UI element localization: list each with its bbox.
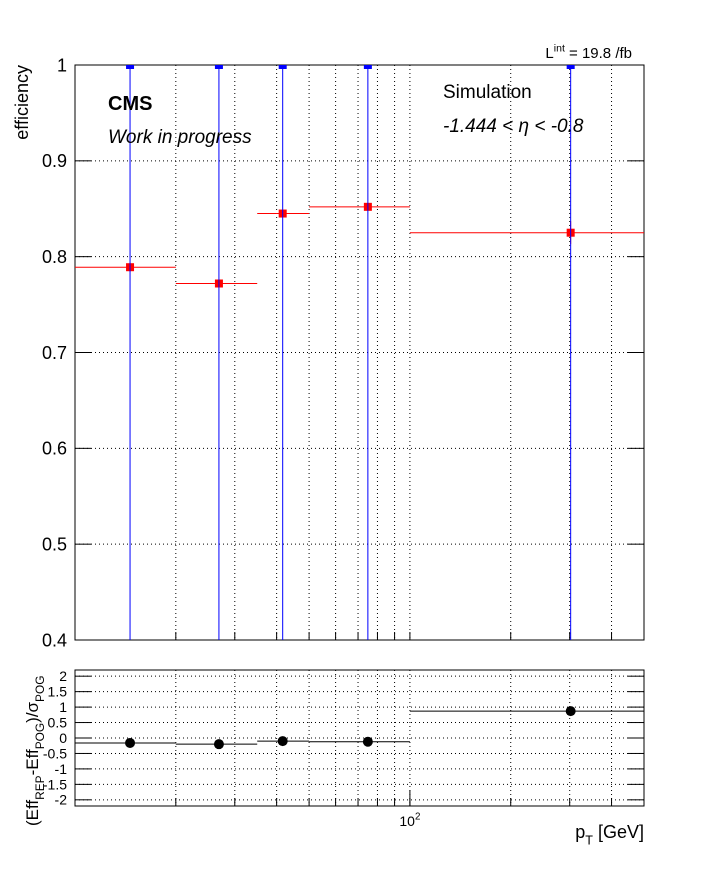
y-axis-label-part: REP [33,775,47,800]
y-tick-label: 0.7 [42,343,67,363]
y-tick-label: 0.4 [42,630,67,650]
x-axis-label-part: T [585,833,593,847]
lumi-label-part: int [554,42,565,54]
y-tick-label: 1 [59,699,67,715]
cms-label: CMS [108,93,152,115]
x-axis-label: pT [GeV] [575,822,644,847]
simulation-label: Simulation [443,82,532,103]
marker [277,736,288,747]
y-axis-label-part: POG [33,676,47,702]
y-axis-label: efficiency [12,65,32,140]
lumi-label-part: L [545,45,553,62]
y-tick-label: 0.9 [42,151,67,171]
y-tick-label: 0.5 [48,714,68,730]
plot-area [75,706,644,750]
x-tick-label: 102 [399,812,420,829]
marker [565,706,576,717]
marker [213,739,224,750]
lumi-label: Lint = 19.8 /fb [545,42,632,62]
y-tick-label: 0.6 [42,439,67,459]
marker [214,65,223,69]
y-axis-label-part: -Eff [23,749,42,775]
marker [363,65,372,69]
y-tick-label: -0.5 [43,745,67,761]
y-tick-label: 2 [59,668,67,684]
y-tick-label: -2 [55,792,68,808]
plot-area [75,65,644,640]
y-axis-label-part: )/σ [23,701,42,722]
x-tick-label-part: 10 [399,813,415,829]
marker [278,65,287,69]
y-axis-label: (EffREP-EffPOG)/σPOG [23,676,47,827]
marker [362,736,373,747]
y-tick-label: 0.5 [42,534,67,554]
x-axis-label-part: p [575,822,585,842]
lumi-label-part: = 19.8 /fb [565,45,632,62]
y-tick-label: 0 [59,730,67,746]
x-tick-label-part: 2 [415,812,420,823]
y-tick-label: -1.5 [43,776,67,792]
marker [125,737,136,748]
y-tick-label: 0.8 [42,247,67,267]
y-axis-label-part: POG [33,723,47,749]
y-tick-label: -1 [55,761,68,777]
x-axis-label-part: [GeV] [593,822,644,842]
marker [126,65,135,69]
marker [566,65,575,69]
status-label: Work in progress [108,127,252,148]
y-axis-label-part: (Eff [23,800,42,826]
y-tick-label: 1 [57,55,67,75]
eta-label: -1.444 < η < -0.8 [443,116,584,137]
y-tick-label: 1.5 [48,684,68,700]
